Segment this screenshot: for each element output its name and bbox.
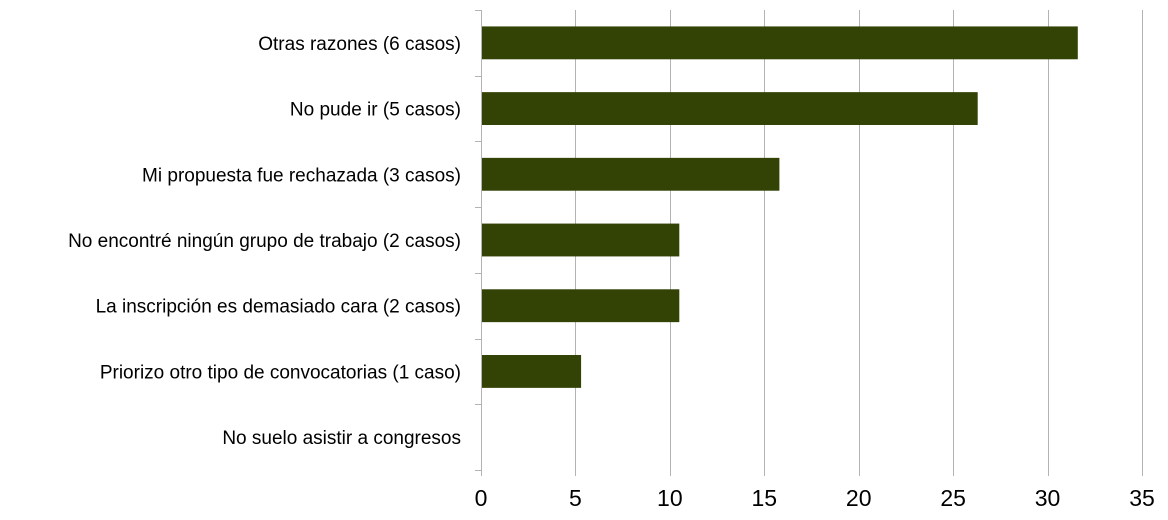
x-tick-label: 20 xyxy=(846,485,872,511)
x-tick-label: 0 xyxy=(475,485,488,511)
category-label: La inscripción es demasiado cara (2 caso… xyxy=(96,297,461,318)
axis-layer xyxy=(475,10,1143,476)
bar-0 xyxy=(481,26,1078,60)
x-tick-label: 35 xyxy=(1129,485,1155,511)
grid-layer xyxy=(575,10,1143,470)
x-tick-label: 15 xyxy=(751,485,777,511)
category-label: Priorizo otro tipo de convocatorias (1 c… xyxy=(100,362,461,383)
bar-3 xyxy=(481,223,680,257)
x-tick-label: 10 xyxy=(657,485,683,511)
bar-5 xyxy=(481,355,582,388)
x-tick-label: 25 xyxy=(940,485,966,511)
x-tick-label: 30 xyxy=(1035,485,1061,511)
x-tick-label: 5 xyxy=(569,485,582,511)
bars-layer xyxy=(481,26,1078,388)
bar-4 xyxy=(481,289,680,323)
category-label: Otras razones (6 casos) xyxy=(258,34,461,55)
labels-layer: 0 5 10 15 20 25 30 35 Otras razones (6 casos) No … xyxy=(68,34,1155,511)
category-label: No suelo asistir a congresos xyxy=(222,428,461,449)
category-label: No encontré ningún grupo de trabajo (2 c… xyxy=(68,231,461,252)
category-label: Mi propuesta fue rechazada (3 casos) xyxy=(142,165,461,186)
category-label: No pude ir (5 casos) xyxy=(290,100,461,121)
bar-2 xyxy=(481,157,780,191)
bar-1 xyxy=(481,92,978,125)
